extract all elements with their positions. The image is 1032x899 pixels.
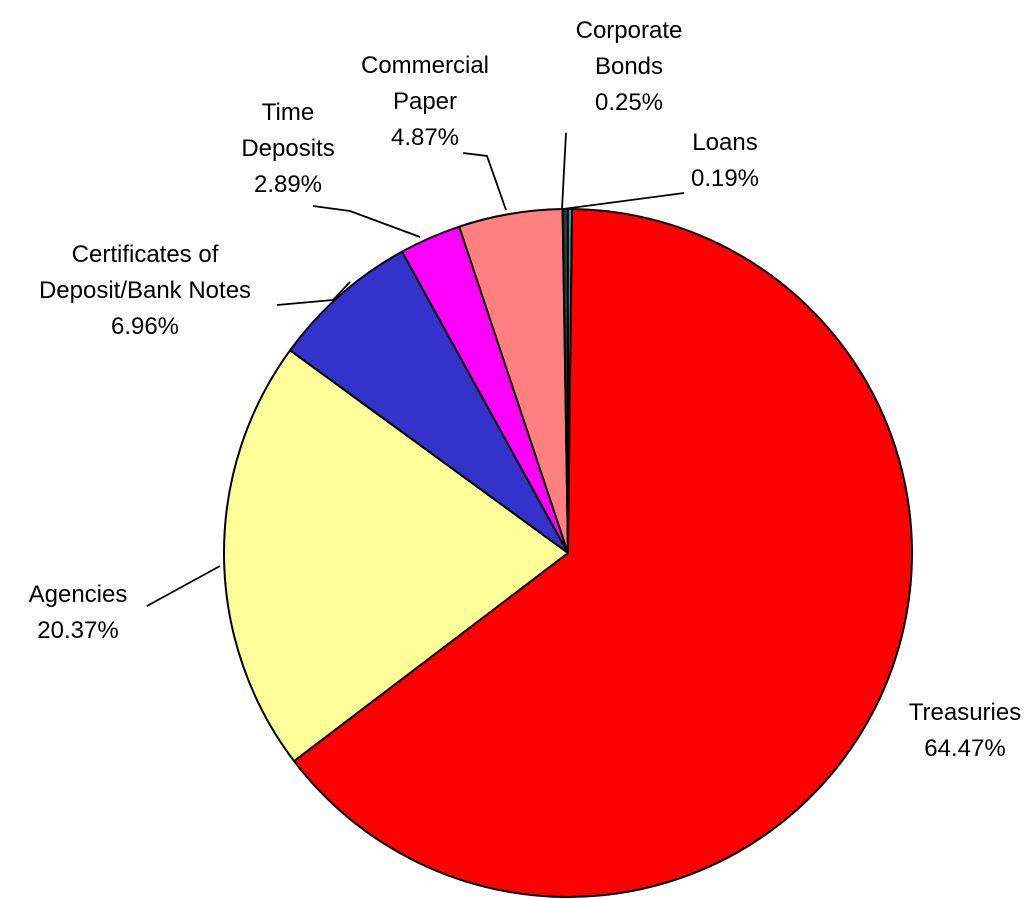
pie-slice-treasuries	[293, 208, 913, 898]
slice-value-label: 2.89%	[254, 171, 322, 198]
leader-line-time-deposits	[312, 205, 421, 238]
slice-label-certificates-of-deposit-bank-notes: Certificates of Deposit/Bank Notes 6.96%	[39, 241, 251, 340]
slice-name-label: Loans	[692, 129, 757, 156]
leader-line-corporate-bonds	[561, 132, 567, 210]
leader-line-agencies	[146, 565, 221, 607]
leader-line-loans	[562, 192, 685, 210]
slice-labels: Loans 0.19% Treasuries 64.47% Agencies 20.37%…	[29, 17, 1022, 762]
slice-label-agencies: Agencies 20.37%	[29, 581, 128, 644]
slice-name-label: Certificates of	[72, 241, 219, 268]
slice-name-label: Agencies	[29, 581, 128, 608]
slice-label-corporate-bonds: Corporate Bonds 0.25%	[576, 17, 683, 116]
pie-slice-certificates-of-deposit-bank-notes	[289, 250, 569, 554]
slice-name-label: Bonds	[595, 53, 663, 80]
slice-name-label: Deposits	[241, 135, 334, 162]
slice-value-label: 0.25%	[595, 89, 663, 116]
slice-label-loans: Loans 0.19%	[691, 129, 759, 192]
slice-name-label: Time	[262, 99, 314, 126]
pie-slice-agencies	[223, 349, 569, 763]
slice-value-label: 6.96%	[111, 313, 179, 340]
slice-value-label: 4.87%	[391, 124, 459, 151]
slice-label-commercial-paper: Commercial Paper 4.87%	[361, 52, 489, 151]
slice-label-time-deposits: Time Deposits 2.89%	[241, 99, 334, 198]
slice-label-treasuries: Treasuries 64.47%	[909, 699, 1021, 762]
slice-name-label: Treasuries	[909, 699, 1021, 726]
slice-name-label: Deposit/Bank Notes	[39, 277, 251, 304]
slice-value-label: 0.19%	[691, 165, 759, 192]
slice-value-label: 64.47%	[924, 735, 1005, 762]
slice-name-label: Corporate	[576, 17, 683, 44]
slice-value-label: 20.37%	[37, 617, 118, 644]
leader-line-commercial-paper	[462, 152, 507, 211]
leader-line-certificates-of-deposit-bank-notes	[276, 281, 351, 306]
slice-name-label: Commercial	[361, 52, 489, 79]
leader-lines	[146, 132, 685, 607]
pie-slices	[223, 207, 913, 898]
slice-name-label: Paper	[393, 88, 457, 115]
